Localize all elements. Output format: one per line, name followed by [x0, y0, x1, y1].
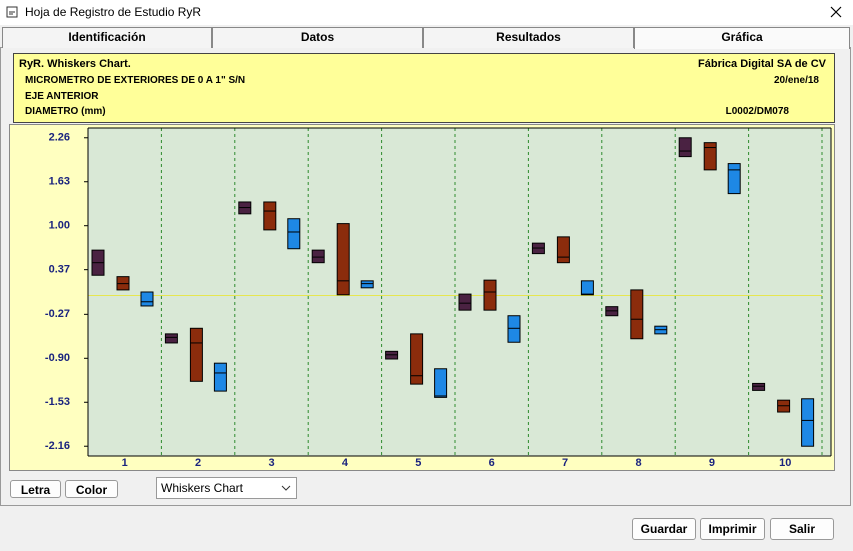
print-button[interactable]: Imprimir: [700, 518, 765, 540]
whisker-box: [189, 327, 203, 382]
x-tick-label: 4: [342, 457, 349, 469]
whisker-box: [801, 398, 815, 447]
whisker-box: [410, 333, 424, 385]
y-tick-label: -2.16: [45, 440, 70, 452]
chart-select[interactable]: Whiskers Chart: [156, 477, 297, 499]
tab[interactable]: Datos: [212, 27, 423, 48]
whisker-box: [752, 382, 766, 391]
close-button[interactable]: [830, 6, 842, 18]
date: 20/ene/18: [773, 75, 819, 86]
y-tick-label: 1.00: [49, 220, 70, 232]
whisker-box: [140, 291, 154, 307]
font-button[interactable]: Letra: [10, 480, 61, 498]
color-button[interactable]: Color: [65, 480, 118, 498]
whisker-box: [727, 163, 741, 195]
chart-select-value: Whiskers Chart: [161, 481, 244, 495]
whisker-box: [263, 201, 277, 231]
x-tick-label: 2: [195, 457, 201, 469]
x-tick-label: 6: [489, 457, 495, 469]
tab-selected[interactable]: Gráfica: [634, 27, 850, 49]
whisker-box: [678, 137, 692, 158]
dropdown-arrow: [281, 485, 291, 491]
header-box: RyR. Whiskers Chart. Fábrica Digital SA …: [13, 53, 835, 123]
characteristic: DIAMETRO (mm): [25, 106, 106, 117]
whisker-box: [164, 333, 178, 344]
x-tick-label: 3: [268, 457, 274, 469]
tab[interactable]: Identificación: [2, 27, 212, 48]
exit-button[interactable]: Salir: [770, 518, 834, 540]
whisker-box: [336, 223, 350, 296]
plot-area: [88, 128, 831, 456]
y-tick-label: -1.53: [45, 396, 70, 408]
whisker-box: [287, 218, 301, 250]
x-tick-label: 10: [779, 457, 791, 469]
whisker-box: [703, 142, 717, 171]
x-tick-label: 7: [562, 457, 568, 469]
chart: 2.26 1.63 1.00 0.37 -0.27 -0.90 -1.53 -2.16 1 2 3 4…: [9, 124, 835, 471]
whisker-box: [434, 368, 448, 398]
whisker-box: [311, 249, 325, 264]
company: Fábrica Digital SA de CV: [698, 58, 826, 70]
whisker-box: [483, 279, 497, 311]
save-button[interactable]: Guardar: [632, 518, 696, 540]
whisker-box: [630, 289, 644, 340]
y-tick-label: 2.26: [49, 132, 70, 144]
title-bar: Hoja de Registro de Estudio RyR: [0, 0, 853, 25]
whisker-box: [458, 293, 472, 311]
whisker-box: [507, 315, 521, 343]
instrument: MICROMETRO DE EXTERIORES DE 0 A 1" S/N: [25, 75, 246, 86]
part: EJE ANTERIOR: [25, 91, 99, 102]
whisker-box: [213, 362, 227, 392]
y-tick-label: 1.63: [49, 176, 70, 188]
y-tick-label: 0.37: [49, 264, 70, 276]
x-tick-label: 9: [709, 457, 715, 469]
y-tick-label: -0.27: [45, 308, 70, 320]
window-title: Hoja de Registro de Estudio RyR: [25, 5, 202, 19]
header-title: RyR. Whiskers Chart.: [19, 58, 131, 70]
whisker-box: [360, 280, 374, 289]
whisker-box: [556, 236, 570, 264]
x-tick-label: 1: [122, 457, 128, 469]
app-icon: [6, 6, 18, 18]
x-tick-label: 8: [635, 457, 641, 469]
whisker-box: [580, 280, 594, 296]
x-tick-label: 5: [415, 457, 421, 469]
tab[interactable]: Resultados: [423, 27, 634, 48]
code: L0002/DM078: [725, 106, 789, 117]
y-tick-label: -0.90: [45, 352, 70, 364]
